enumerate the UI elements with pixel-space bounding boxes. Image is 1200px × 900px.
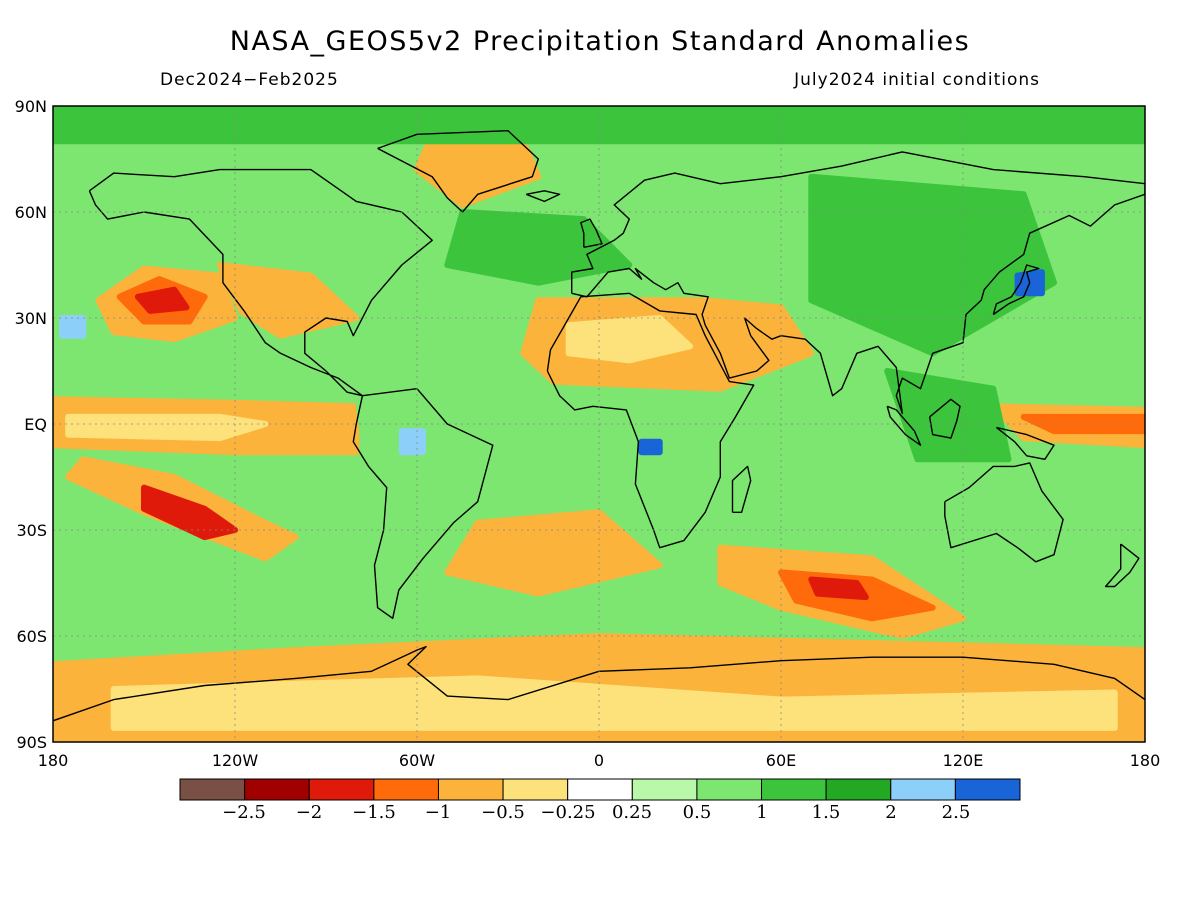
anomaly-region-atlantic-wet [444, 209, 633, 286]
colorbar-swatch [696, 778, 763, 801]
lon-label-60w: 60W [399, 751, 435, 770]
colorbar-label: −2 [296, 802, 323, 823]
lat-label-90s: 90S [16, 733, 47, 752]
colorbar-swatch [373, 778, 439, 801]
colorbar-swatch [954, 778, 1021, 801]
colorbar-label: 0.5 [683, 802, 712, 823]
lat-label-60n: 60N [15, 203, 47, 222]
coastline-africa [546, 292, 755, 549]
lon-label-180e: 180 [1130, 751, 1161, 770]
colorbar-swatch [567, 778, 633, 801]
colorbar-label: −1.5 [352, 802, 396, 823]
map-title: NASA_GEOS5v2 Precipitation Standard Anom… [229, 26, 971, 57]
colorbar-swatch [631, 778, 698, 801]
colorbar-label: 1.5 [812, 802, 841, 823]
coastline-new-zealand [1104, 543, 1140, 588]
lat-label-60s: 60S [16, 627, 47, 646]
colorbar-label: 0.25 [612, 802, 652, 823]
anomaly-region-pacific-dry-core [141, 484, 238, 541]
colorbar-label: 2 [885, 802, 896, 823]
colorbar-label: −1 [425, 802, 452, 823]
colorbar-swatch [825, 778, 892, 801]
coastline-australia [944, 462, 1064, 563]
anomaly-region-antarctic-pale [110, 675, 1118, 731]
anomaly-region-asia-wet [808, 173, 1057, 357]
lat-label-30n: 30N [15, 309, 47, 328]
colorbar-label: 2.5 [942, 802, 971, 823]
lon-label-60e: 60E [766, 751, 796, 770]
coastline-new-guinea [995, 426, 1055, 460]
coastline-north-america [88, 168, 433, 397]
colorbar-label: 1 [756, 802, 767, 823]
initial-conditions: July2024 initial conditions [794, 70, 1040, 90]
coastline-antarctica [53, 645, 1145, 722]
forecast-period: Dec2024−Feb2025 [160, 70, 339, 90]
coastline-iceland [525, 190, 561, 203]
anomaly-region-congo-blue [638, 438, 663, 456]
coastline-greenland [377, 129, 539, 213]
anomaly-region-amazon-blue [398, 428, 427, 456]
colorbar-swatch [179, 778, 246, 801]
coastline-japan [992, 264, 1040, 316]
anomaly-region-eq-pacific-core [65, 413, 269, 442]
graticule [53, 106, 1145, 742]
anomaly-region-australia-wet [944, 463, 1073, 551]
coastline-madagascar [731, 465, 752, 513]
colorbar-swatch [502, 778, 569, 801]
anomaly-region-w-pacific-core [1020, 413, 1145, 435]
lat-label-90n: 90N [15, 97, 47, 116]
anomaly-region-arctic-wet [53, 106, 1145, 145]
lon-label-0: 0 [594, 751, 604, 770]
coastline-sumatra [886, 405, 922, 446]
anomaly-region-s-atlantic-dry [444, 509, 663, 597]
colorbar [179, 778, 1021, 801]
anomaly-region-south-america-wet [353, 385, 496, 569]
colorbar-label: −0.5 [481, 802, 525, 823]
lon-label-120w: 120W [212, 751, 259, 770]
anomaly-region-n-pacific-red [134, 286, 190, 314]
coastline-south-america [352, 388, 494, 619]
colorbar-swatch [308, 778, 375, 801]
anomaly-region-pacific-blue [59, 315, 87, 339]
lat-label-eq: EQ [24, 415, 47, 434]
colorbar-swatch [244, 778, 310, 801]
colorbar-swatch [437, 778, 504, 801]
map-frame [52, 105, 1146, 743]
coastlines [53, 129, 1145, 722]
colorbar-label: −0.25 [540, 802, 595, 823]
colorbar-swatch [890, 778, 956, 801]
anomaly-regions [53, 106, 1145, 742]
colorbar-swatch [761, 778, 827, 801]
anomaly-region-s-indian-red [808, 576, 869, 601]
coastline-borneo [928, 398, 961, 439]
coastline-uk [580, 218, 603, 248]
colorbar-label: −2.5 [222, 802, 266, 823]
lon-label-120e: 120E [943, 751, 984, 770]
coastline-eurasia [571, 151, 1145, 415]
lon-label-180w: 180 [38, 751, 69, 770]
lat-label-30s: 30S [16, 521, 47, 540]
